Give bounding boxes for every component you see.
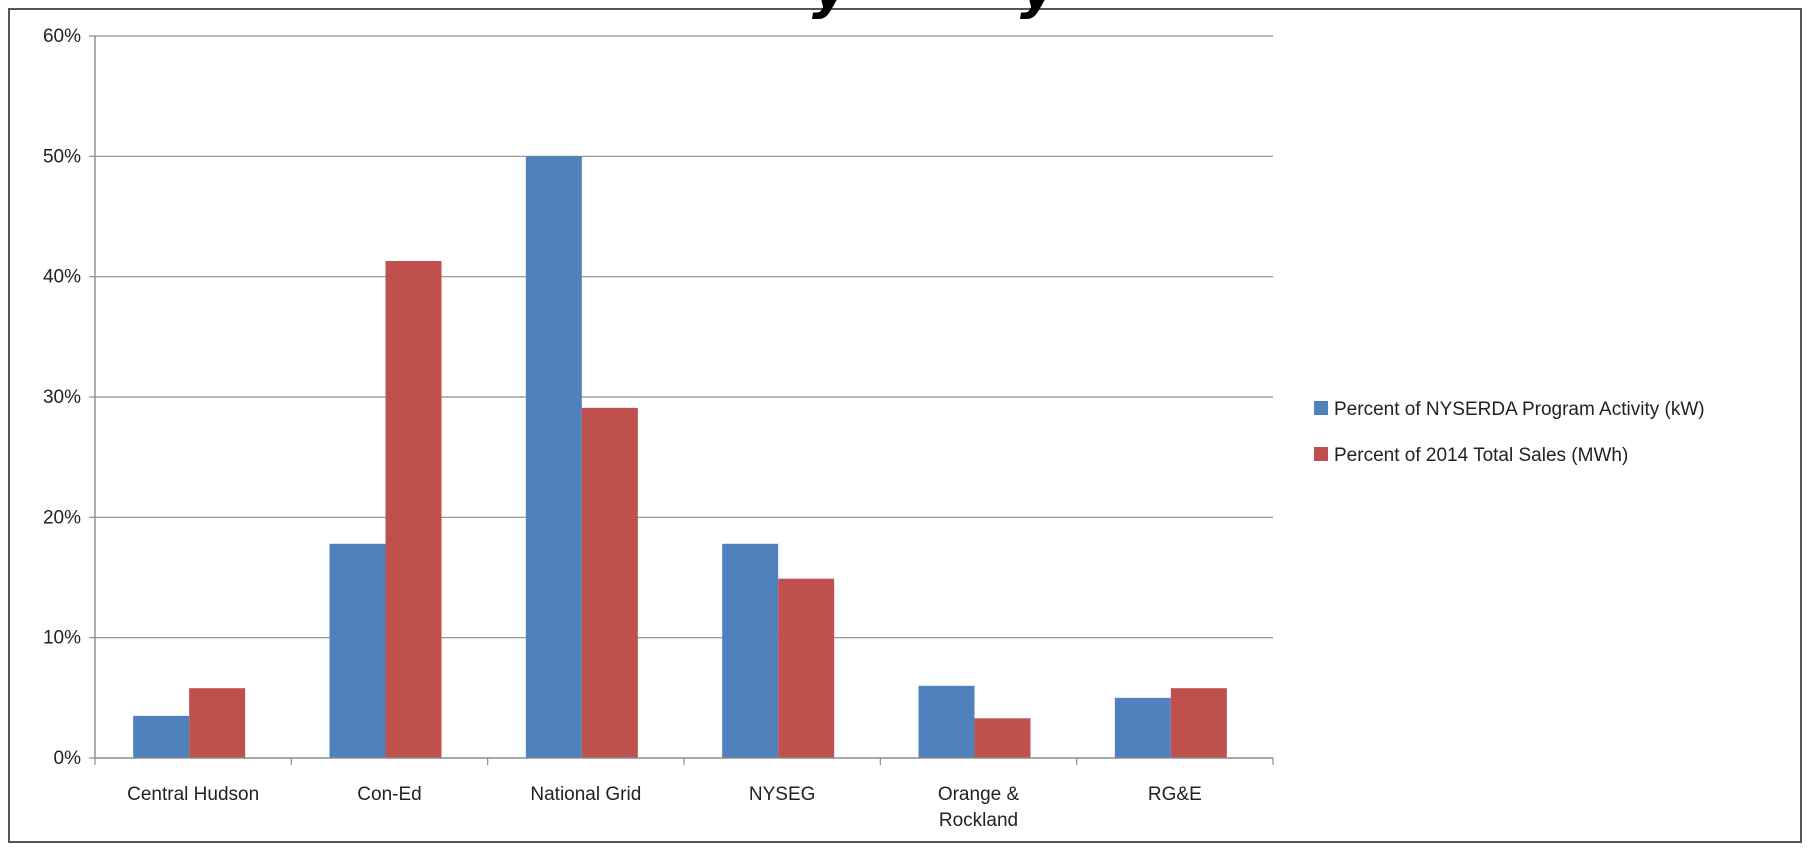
- bar-total-sales: [778, 578, 835, 758]
- y-tick-label: 10%: [43, 628, 81, 649]
- y-tick-label: 40%: [43, 267, 81, 288]
- legend: Percent of NYSERDA Program Activity (kW)…: [1314, 399, 1705, 466]
- x-category-label: NYSEG: [749, 784, 816, 805]
- x-category-label: National Grid: [530, 784, 641, 805]
- bar-total-sales: [974, 718, 1031, 758]
- y-tick-label: 20%: [43, 507, 81, 528]
- y-tick-label: 30%: [43, 387, 81, 408]
- bar-program-activity: [329, 543, 386, 758]
- x-category-label: RG&E: [1148, 784, 1202, 805]
- x-category-label: Central Hudson: [127, 784, 259, 805]
- gridlines: [95, 35, 1273, 639]
- bar-program-activity: [722, 543, 779, 758]
- x-category-label: Rockland: [939, 810, 1018, 831]
- y-tick-label: 50%: [43, 146, 81, 167]
- y-tick-label: 60%: [43, 26, 81, 47]
- bar-total-sales: [189, 688, 246, 758]
- chart-frame: [8, 8, 1802, 843]
- bar-total-sales: [385, 261, 442, 758]
- bar-total-sales: [581, 407, 638, 758]
- bar-program-activity: [133, 715, 190, 758]
- legend-entry-label: Percent of 2014 Total Sales (MWh): [1334, 445, 1628, 466]
- bar-program-activity: [525, 156, 582, 759]
- x-axis-ticks: Central Hudson Con-Ed National Grid NYSEG Or…: [94, 758, 1274, 831]
- x-category-label: Orange &: [938, 784, 1020, 805]
- bar-program-activity: [918, 685, 975, 758]
- bars: [133, 156, 1227, 759]
- x-category-label: Con-Ed: [357, 784, 421, 805]
- legend-entry-label: Percent of NYSERDA Program Activity (kW): [1334, 399, 1705, 420]
- y-tick-label: 0%: [54, 748, 82, 769]
- y-axis-ticks: 0% 10% 20% 30% 40% 50% 60%: [43, 26, 95, 769]
- legend-swatch: [1314, 401, 1328, 415]
- bar-total-sales: [1170, 688, 1227, 758]
- bar-program-activity: [1114, 697, 1171, 758]
- legend-swatch: [1314, 447, 1328, 461]
